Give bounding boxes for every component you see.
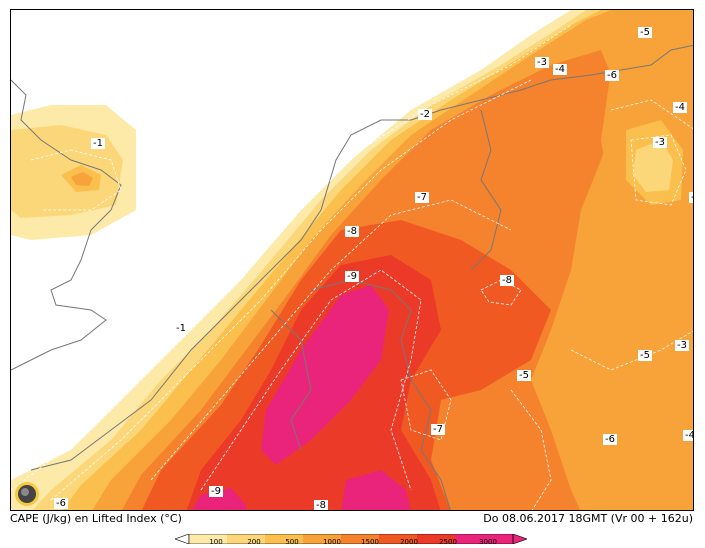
li-contour-1	[11, 24, 572, 491]
li-contour-2	[50, 79, 532, 501]
li-label: -8	[314, 500, 328, 511]
li-label: -1	[174, 323, 188, 334]
li-label: -7	[415, 192, 429, 203]
legend-swatch-500	[265, 534, 303, 544]
li-contour-6	[400, 369, 452, 441]
legend-arrow-left	[174, 533, 190, 545]
map-canvas	[11, 10, 693, 510]
legend-arrow-right	[512, 533, 528, 545]
li-label: -9	[209, 486, 223, 497]
legend-swatch-1500	[341, 534, 379, 544]
cape-band-east-200	[633, 140, 673, 192]
border-de-fr	[400, 339, 451, 510]
li-contour-8	[630, 134, 687, 206]
li-label: -4	[553, 64, 567, 75]
border-fr-be	[270, 309, 312, 451]
legend-tick: 100	[209, 538, 223, 546]
li-label: -3	[675, 340, 689, 351]
li-label: -3	[535, 57, 549, 68]
li-contour-7	[610, 99, 693, 130]
li-contour-3	[150, 199, 512, 481]
border-nl-de	[470, 109, 502, 271]
cape-band-uk-200	[11, 125, 123, 218]
border-be-nl	[310, 279, 412, 341]
li-label: -7	[431, 424, 445, 435]
li-contour-4	[200, 269, 422, 491]
legend-tick: 500	[285, 538, 299, 546]
cape-map: -5 -3 -4 -6 -4 -1 -2 -3 -7 -5 -8 -9 -8 -…	[10, 9, 694, 511]
legend-tick: 2500	[439, 538, 457, 546]
legend-swatch-200	[227, 534, 265, 544]
legend-swatch-3000	[455, 534, 513, 544]
valid-time: Do 08.06.2017 18GMT (Vr 00 + 162u)	[483, 512, 693, 525]
li-contour-10	[570, 330, 693, 371]
legend-tick: 3000	[479, 538, 497, 546]
cape-band-3000-a	[261, 285, 389, 465]
li-label: -4	[683, 430, 693, 441]
legend-tick: 1000	[323, 538, 341, 546]
cape-band-3000-c	[192, 488, 246, 510]
li-label: -2	[418, 109, 432, 120]
li-label: -9	[345, 271, 359, 282]
legend-swatch-1000	[303, 534, 341, 544]
li-label: -8	[500, 275, 514, 286]
legend-swatch-100	[189, 534, 227, 544]
li-label: -8	[345, 226, 359, 237]
li-label: -6	[54, 498, 68, 509]
li-label: -5	[638, 27, 652, 38]
coastline-uk	[11, 79, 122, 371]
li-label: -5	[517, 370, 531, 381]
sun-logo-icon	[15, 482, 39, 506]
legend-swatch-2500	[417, 534, 455, 544]
legend-colorbar	[174, 533, 528, 545]
li-contour-9	[510, 389, 552, 510]
legend-tick: 2000	[400, 538, 418, 546]
li-label: -6	[603, 434, 617, 445]
li-label: -3	[653, 137, 667, 148]
li-label: -4	[673, 102, 687, 113]
legend-tick: 1500	[361, 538, 379, 546]
li-label: -5	[689, 192, 693, 203]
li-label: -1	[91, 138, 105, 149]
lifted-index-contours	[11, 24, 693, 510]
cape-band-3000-b	[341, 470, 411, 510]
li-label: -5	[638, 350, 652, 361]
li-contour-5	[480, 279, 522, 306]
legend-tick: 200	[247, 538, 261, 546]
legend-swatch-2000	[379, 534, 417, 544]
map-title: CAPE (J/kg) en Lifted Index (°C)	[10, 512, 182, 525]
cape-fill-bands	[11, 10, 693, 510]
cape-band-uk-1000	[71, 172, 93, 186]
li-label: -6	[605, 70, 619, 81]
cape-legend: 100 200 500 1000 1500 2000 2500 3000	[174, 529, 528, 546]
